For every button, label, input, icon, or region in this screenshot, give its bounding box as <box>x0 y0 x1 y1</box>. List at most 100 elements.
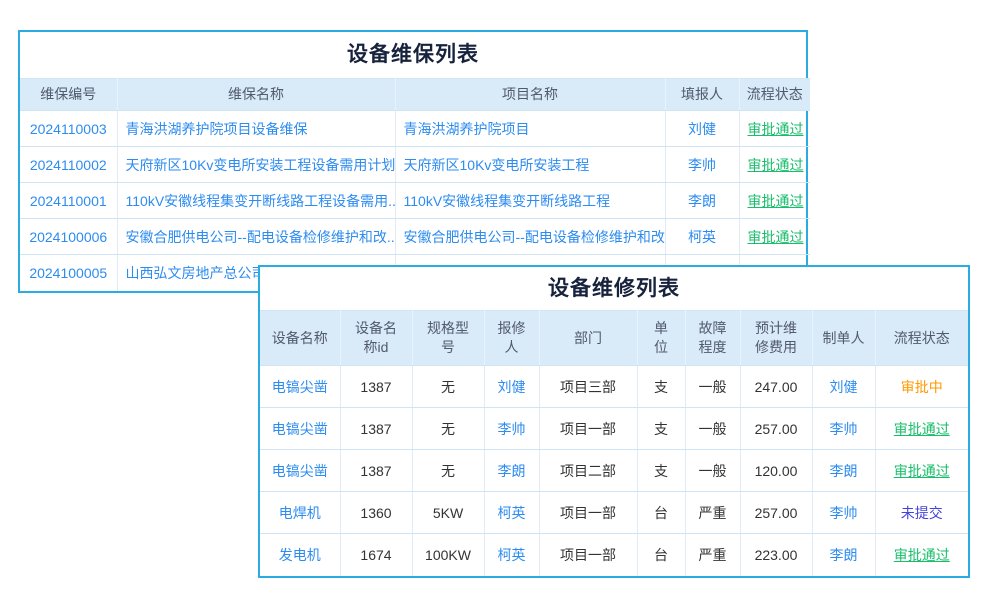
cell-id[interactable]: 2024100006 <box>20 218 118 255</box>
cell-status[interactable]: 审批通过 <box>739 146 810 183</box>
cell-reporter-text[interactable]: 柯英 <box>497 504 526 521</box>
cell-project-text[interactable]: 安徽合肥供电公司--配电设备检修维护和改造 <box>403 228 665 245</box>
cell-fault-level: 一般 <box>685 449 741 492</box>
cell-device-text[interactable]: 电镐尖凿 <box>271 420 328 437</box>
cell-status-text[interactable]: 审批通过 <box>893 546 950 563</box>
cell-filler[interactable]: 李朗 <box>665 182 740 219</box>
cell-creator-text[interactable]: 李朗 <box>829 462 858 479</box>
cell-id-text[interactable]: 2024110003 <box>29 120 107 137</box>
cell-status[interactable]: 审批通过 <box>875 407 968 450</box>
cell-reporter[interactable]: 刘健 <box>484 365 540 408</box>
column-header-name: 维保名称 <box>117 78 396 111</box>
cell-filler-text[interactable]: 柯英 <box>688 228 716 245</box>
cell-status[interactable]: 审批通过 <box>739 218 810 255</box>
column-header-project: 项目名称 <box>395 78 666 111</box>
cell-filler-text[interactable]: 李帅 <box>688 156 716 173</box>
cell-project[interactable]: 安徽合肥供电公司--配电设备检修维护和改造 <box>395 218 666 255</box>
cell-reporter[interactable]: 李朗 <box>484 449 540 492</box>
cell-reporter-text[interactable]: 李朗 <box>497 462 526 479</box>
cell-status-text[interactable]: 审批通过 <box>747 156 804 173</box>
cell-department: 项目二部 <box>539 449 638 492</box>
cell-estimated-cost: 257.00 <box>740 491 813 534</box>
cell-creator[interactable]: 李帅 <box>812 491 876 534</box>
cell-creator-text[interactable]: 刘健 <box>829 378 858 395</box>
cell-id[interactable]: 2024110003 <box>20 110 118 147</box>
cell-status-text[interactable]: 审批通过 <box>747 192 804 209</box>
cell-status[interactable]: 审批通过 <box>739 182 810 219</box>
cell-reporter[interactable]: 柯英 <box>484 491 540 534</box>
cell-creator[interactable]: 李朗 <box>812 449 876 492</box>
cell-status-text[interactable]: 审批通过 <box>747 120 804 137</box>
cell-name-text[interactable]: 青海洪湖养护院项目设备维保 <box>125 120 308 137</box>
cell-filler[interactable]: 刘健 <box>665 110 740 147</box>
cell-department-text: 项目一部 <box>560 504 616 521</box>
cell-reporter-text[interactable]: 李帅 <box>497 420 526 437</box>
cell-project[interactable]: 天府新区10Kv变电所安装工程 <box>395 146 666 183</box>
cell-project[interactable]: 110kV安徽线程集变开断线路工程 <box>395 182 666 219</box>
cell-filler-text[interactable]: 刘健 <box>688 120 716 137</box>
cell-id[interactable]: 2024110002 <box>20 146 118 183</box>
cell-reporter[interactable]: 柯英 <box>484 533 540 576</box>
cell-name[interactable]: 安徽合肥供电公司--配电设备检修维护和改... <box>117 218 396 255</box>
cell-estimated-cost-text: 257.00 <box>754 420 798 437</box>
maintenance-list-title: 设备维保列表 <box>347 43 479 66</box>
cell-status-text[interactable]: 审批通过 <box>893 462 950 479</box>
cell-name-text[interactable]: 天府新区10Kv变电所安装工程设备需用计划 <box>125 156 395 173</box>
cell-device-text[interactable]: 电镐尖凿 <box>271 462 328 479</box>
cell-name[interactable]: 青海洪湖养护院项目设备维保 <box>117 110 396 147</box>
cell-id-text[interactable]: 2024100005 <box>29 264 108 281</box>
cell-creator-text[interactable]: 李朗 <box>829 546 858 563</box>
cell-device[interactable]: 电焊机 <box>260 491 341 534</box>
cell-creator-text[interactable]: 李帅 <box>829 504 858 521</box>
cell-status-text[interactable]: 审批中 <box>900 378 943 395</box>
cell-name[interactable]: 110kV安徽线程集变开断线路工程设备需用... <box>117 182 396 219</box>
cell-status[interactable]: 审批通过 <box>875 534 968 576</box>
cell-name[interactable]: 天府新区10Kv变电所安装工程设备需用计划 <box>117 146 396 183</box>
cell-status-text[interactable]: 未提交 <box>900 504 943 521</box>
cell-reporter-text[interactable]: 柯英 <box>497 546 526 563</box>
cell-name-text[interactable]: 110kV安徽线程集变开断线路工程设备需用... <box>125 192 395 209</box>
cell-device[interactable]: 发电机 <box>260 533 341 576</box>
cell-department-text: 项目一部 <box>560 420 616 437</box>
cell-status[interactable]: 未提交 <box>875 491 968 534</box>
cell-status[interactable]: 审批通过 <box>875 449 968 492</box>
cell-device[interactable]: 电镐尖凿 <box>260 449 341 492</box>
cell-status[interactable]: 审批中 <box>875 365 968 408</box>
cell-project-text[interactable]: 天府新区10Kv变电所安装工程 <box>403 156 590 173</box>
repair-list-title: 设备维修列表 <box>548 277 680 300</box>
cell-status-text[interactable]: 审批通过 <box>747 228 804 245</box>
cell-name-text[interactable]: 安徽合肥供电公司--配电设备检修维护和改... <box>125 228 395 245</box>
cell-device-text[interactable]: 电镐尖凿 <box>271 378 328 395</box>
cell-reporter[interactable]: 李帅 <box>484 407 540 450</box>
cell-device[interactable]: 电镐尖凿 <box>260 407 341 450</box>
cell-project-text[interactable]: 青海洪湖养护院项目 <box>403 120 530 137</box>
cell-creator-text[interactable]: 李帅 <box>829 420 858 437</box>
cell-project[interactable]: 青海洪湖养护院项目 <box>395 110 666 147</box>
cell-creator[interactable]: 刘健 <box>812 365 876 408</box>
column-header-filler: 填报人 <box>665 78 740 111</box>
cell-device-id-text: 1674 <box>360 546 392 563</box>
cell-id-text[interactable]: 2024100006 <box>29 228 108 245</box>
cell-device-text[interactable]: 发电机 <box>278 546 321 563</box>
cell-department: 项目一部 <box>539 491 638 534</box>
cell-id-text[interactable]: 2024110002 <box>29 156 107 173</box>
cell-device[interactable]: 电镐尖凿 <box>260 365 341 408</box>
cell-filler[interactable]: 柯英 <box>665 218 740 255</box>
cell-reporter-text[interactable]: 刘健 <box>497 378 526 395</box>
cell-filler-text[interactable]: 李朗 <box>688 192 716 209</box>
cell-id-text[interactable]: 2024110001 <box>29 192 107 209</box>
cell-project-text[interactable]: 110kV安徽线程集变开断线路工程 <box>403 192 611 209</box>
cell-creator[interactable]: 李朗 <box>812 533 876 576</box>
cell-name-text[interactable]: 山西弘文房地产总公司电 <box>125 264 280 281</box>
cell-fault-level-text: 一般 <box>698 462 727 479</box>
column-header-estimated-cost: 预计维 修费用 <box>740 310 813 366</box>
cell-fault-level: 一般 <box>685 365 741 408</box>
cell-id[interactable]: 2024100005 <box>20 254 118 291</box>
cell-id[interactable]: 2024110001 <box>20 182 118 219</box>
cell-filler[interactable]: 李帅 <box>665 146 740 183</box>
cell-spec: 无 <box>412 449 485 492</box>
cell-status[interactable]: 审批通过 <box>739 110 810 147</box>
cell-creator[interactable]: 李帅 <box>812 407 876 450</box>
cell-device-text[interactable]: 电焊机 <box>278 504 321 521</box>
cell-status-text[interactable]: 审批通过 <box>893 420 950 437</box>
